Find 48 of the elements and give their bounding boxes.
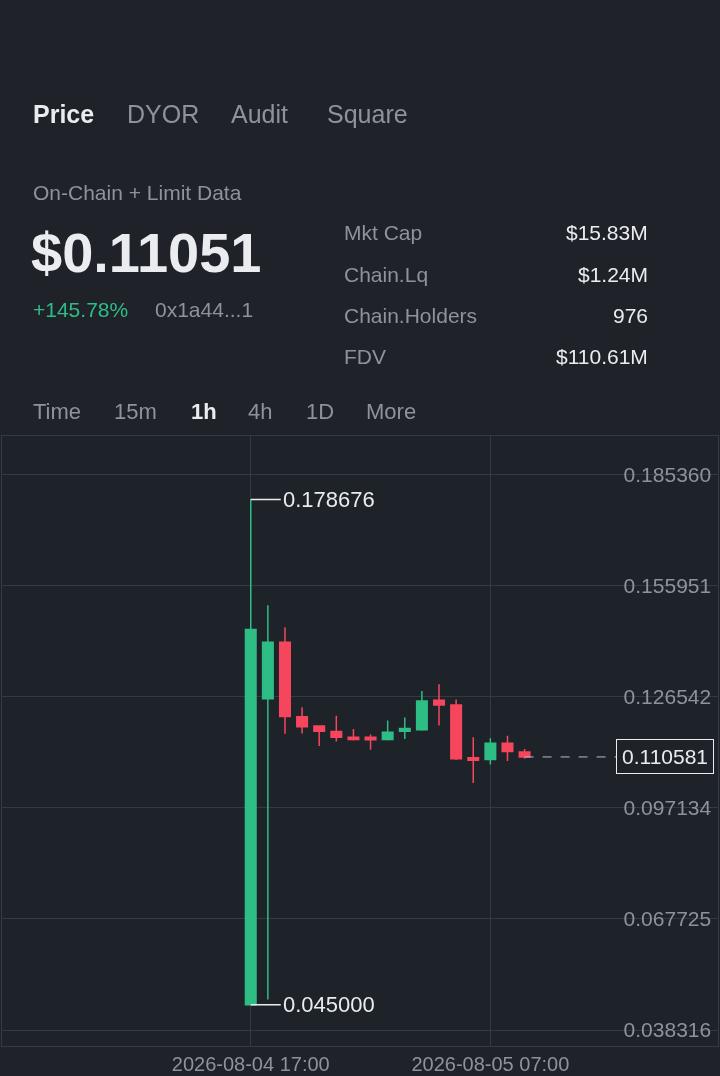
text: Time: [33, 399, 82, 424]
y-tick-label: 0.185360: [623, 462, 712, 486]
candlestick: [364, 733, 377, 751]
text: Mkt Cap: [344, 221, 423, 244]
y-tick-label: 0.126542: [623, 684, 712, 708]
text: 976: [613, 304, 649, 327]
candlestick: [398, 716, 411, 740]
text: Audit: [231, 100, 289, 128]
text: 1h: [191, 399, 217, 424]
text: 0x1a44...1: [155, 298, 254, 321]
text: Chain.Holders: [344, 304, 478, 327]
text: More: [366, 399, 417, 424]
candlestick: [415, 690, 428, 732]
candlestick: [450, 698, 463, 761]
text: Square: [327, 100, 408, 128]
candlestick: [381, 719, 394, 742]
x-tick-label: 2026-08-04 17:00: [171, 1053, 330, 1075]
candlestick: [433, 683, 446, 727]
text: $0.11051: [31, 221, 262, 284]
text: $110.61M: [556, 345, 648, 368]
text: On-Chain + Limit Data: [33, 181, 242, 204]
text: Price: [33, 100, 95, 128]
text: 1D: [306, 399, 335, 424]
text: $1.24M: [578, 263, 649, 286]
candlestick: [278, 626, 291, 735]
y-tick-label: 0.067725: [623, 907, 712, 931]
candlestick: [347, 728, 360, 742]
ref-line-label: 0.110581: [622, 745, 709, 768]
text: 15m: [114, 399, 157, 424]
text: 4h: [248, 399, 273, 424]
text: $15.83M: [566, 221, 648, 244]
y-tick-label: 0.155951: [623, 573, 712, 597]
text: Chain.Lq: [344, 263, 429, 286]
text: DYOR: [127, 100, 200, 128]
candlestick: [313, 725, 326, 747]
candlestick: [330, 714, 343, 743]
text: +145.78%: [33, 298, 129, 321]
candlestick: [296, 706, 309, 735]
text: FDV: [344, 345, 386, 368]
y-tick-label: 0.038316: [623, 1018, 712, 1042]
candlestick: [501, 734, 514, 762]
candlestick: [484, 737, 497, 766]
annotation: 0.045000: [283, 992, 375, 1017]
candlestick: [261, 604, 274, 1001]
candlestick: [467, 736, 480, 784]
x-tick-label: 2026-08-05 07:00: [411, 1053, 570, 1075]
annotation: 0.178676: [283, 487, 375, 512]
y-tick-label: 0.097134: [623, 796, 712, 820]
